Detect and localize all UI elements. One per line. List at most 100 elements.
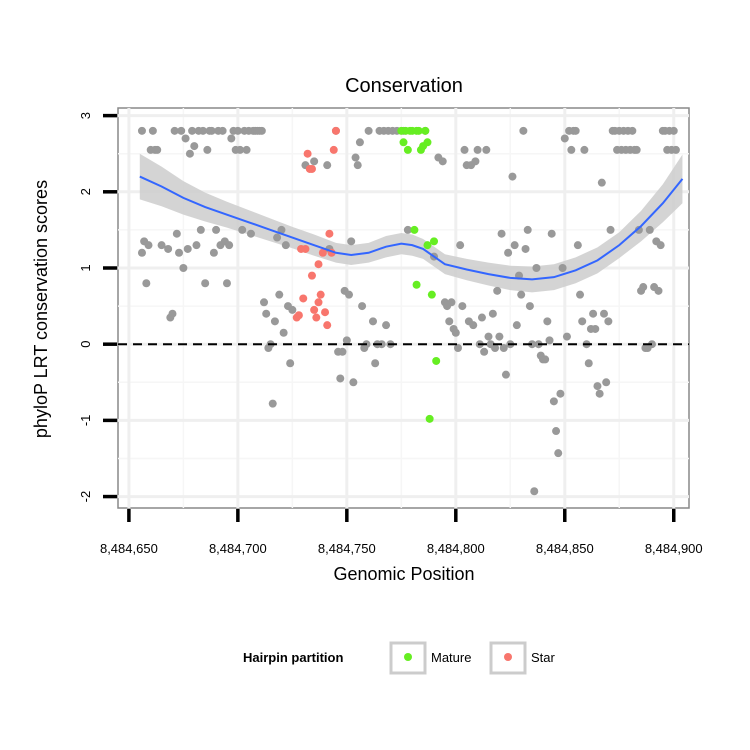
series-other: [137, 126, 680, 496]
point-other: [185, 149, 194, 158]
point-other: [323, 161, 332, 170]
point-other: [364, 126, 373, 135]
point-other: [556, 389, 565, 398]
point-other: [510, 241, 519, 250]
point-other: [602, 378, 611, 387]
plot-panel: [117, 107, 690, 509]
y-axis-title: phyloP LRT conservation scores: [31, 180, 51, 438]
point-other: [628, 126, 637, 135]
point-other: [530, 487, 539, 496]
point-other: [447, 298, 456, 307]
point-other: [567, 145, 576, 154]
point-star: [307, 164, 316, 173]
point-other: [347, 237, 356, 246]
point-mature: [421, 126, 430, 135]
y-tick-label: 2: [78, 188, 93, 195]
point-other: [353, 161, 362, 170]
point-other: [634, 225, 643, 234]
point-other: [645, 225, 654, 234]
point-other: [589, 309, 598, 318]
legend-dot-mature: [404, 653, 412, 661]
point-other: [349, 378, 358, 387]
point-other: [495, 332, 504, 341]
point-mature: [410, 225, 419, 234]
point-other: [218, 126, 227, 135]
point-other: [549, 397, 558, 406]
point-other: [175, 248, 184, 257]
point-other: [403, 225, 412, 234]
point-star: [329, 145, 338, 154]
point-other: [368, 317, 377, 326]
point-other: [137, 248, 146, 257]
point-other: [469, 321, 478, 330]
point-other: [142, 279, 151, 288]
point-other: [371, 359, 380, 368]
point-other: [279, 328, 288, 337]
point-star: [294, 311, 303, 320]
point-star: [314, 260, 323, 269]
point-star: [301, 244, 310, 253]
point-other: [268, 399, 277, 408]
x-tick-label: 8,484,900: [645, 541, 703, 556]
legend-label-mature: Mature: [431, 650, 471, 665]
point-other: [277, 225, 286, 234]
point-other: [203, 145, 212, 154]
grid-lines: [118, 108, 689, 508]
point-star: [318, 248, 327, 257]
point-other: [562, 332, 571, 341]
point-other: [532, 264, 541, 272]
point-other: [358, 302, 367, 311]
point-other: [177, 126, 186, 135]
point-other: [504, 248, 513, 257]
point-other: [477, 313, 486, 322]
point-other: [201, 279, 210, 288]
point-other: [336, 374, 345, 383]
point-other: [482, 145, 491, 154]
point-other: [170, 126, 179, 135]
point-other: [222, 279, 231, 288]
legend-label-star: Star: [531, 650, 556, 665]
point-other: [355, 138, 364, 147]
point-other: [260, 298, 269, 307]
point-other: [345, 290, 354, 299]
x-tick-label: 8,484,850: [536, 541, 594, 556]
x-axis-title: Genomic Position: [333, 564, 474, 584]
point-other: [554, 449, 563, 458]
point-other: [501, 370, 510, 379]
series-star: [292, 126, 340, 330]
point-other: [597, 178, 606, 187]
point-mature: [427, 290, 436, 299]
point-other: [382, 321, 391, 330]
points-layer: [137, 126, 680, 496]
point-other: [632, 145, 641, 154]
point-other: [484, 332, 493, 341]
point-star: [331, 126, 340, 135]
point-other: [508, 172, 517, 181]
point-other: [262, 309, 271, 318]
point-other: [525, 302, 534, 311]
point-mature: [414, 126, 423, 135]
point-other: [257, 126, 266, 135]
point-other: [523, 225, 532, 234]
point-star: [316, 290, 325, 299]
point-other: [497, 229, 506, 238]
point-other: [480, 347, 489, 356]
point-star: [303, 149, 312, 158]
point-other: [595, 389, 604, 398]
point-other: [351, 153, 360, 162]
point-other: [273, 233, 282, 242]
point-other: [445, 317, 454, 326]
point-other: [242, 145, 251, 154]
point-other: [517, 290, 526, 299]
point-other: [654, 286, 663, 295]
point-other: [593, 382, 602, 391]
point-other: [164, 244, 173, 253]
point-star: [314, 298, 323, 307]
point-other: [604, 317, 613, 326]
point-other: [196, 225, 205, 234]
point-other: [225, 241, 234, 250]
point-mature: [430, 237, 439, 246]
point-other: [209, 248, 218, 257]
point-other: [233, 126, 242, 135]
